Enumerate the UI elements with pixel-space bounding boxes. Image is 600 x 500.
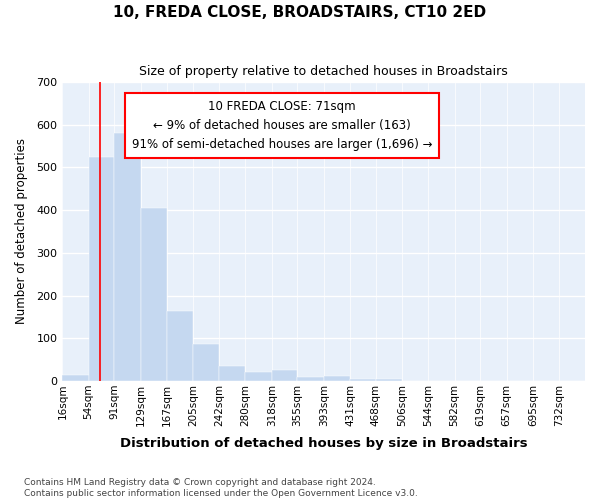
Text: 10 FREDA CLOSE: 71sqm
← 9% of detached houses are smaller (163)
91% of semi-deta: 10 FREDA CLOSE: 71sqm ← 9% of detached h…: [131, 100, 432, 151]
Bar: [245, 372, 272, 381]
X-axis label: Distribution of detached houses by size in Broadstairs: Distribution of detached houses by size …: [120, 437, 527, 450]
Bar: [323, 376, 350, 381]
Bar: [140, 208, 167, 381]
Bar: [376, 380, 402, 381]
Bar: [219, 366, 245, 381]
Bar: [350, 379, 376, 381]
Bar: [167, 312, 193, 381]
Bar: [193, 344, 219, 381]
Bar: [89, 156, 115, 381]
Title: Size of property relative to detached houses in Broadstairs: Size of property relative to detached ho…: [139, 65, 508, 78]
Y-axis label: Number of detached properties: Number of detached properties: [15, 138, 28, 324]
Text: Contains HM Land Registry data © Crown copyright and database right 2024.
Contai: Contains HM Land Registry data © Crown c…: [24, 478, 418, 498]
Bar: [272, 370, 298, 381]
Bar: [298, 376, 323, 381]
Bar: [62, 374, 89, 381]
Text: 10, FREDA CLOSE, BROADSTAIRS, CT10 2ED: 10, FREDA CLOSE, BROADSTAIRS, CT10 2ED: [113, 5, 487, 20]
Bar: [115, 133, 140, 381]
